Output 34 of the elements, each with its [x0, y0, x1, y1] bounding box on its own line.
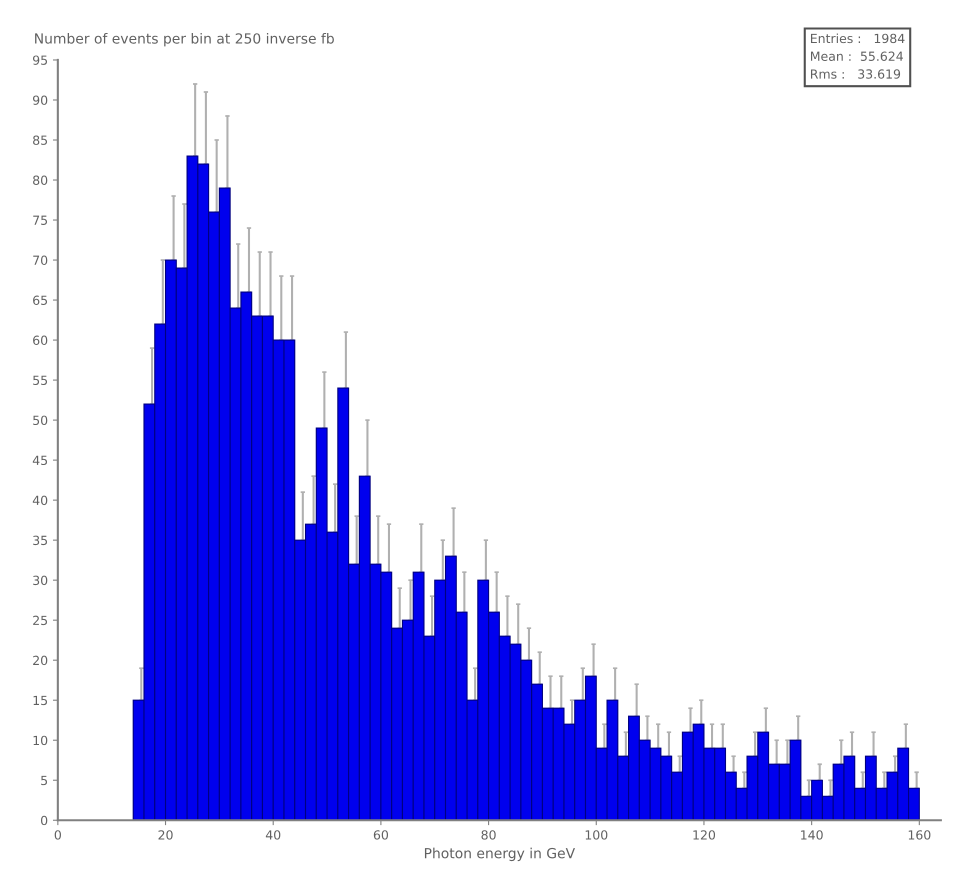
y-tick-label: 55 — [33, 376, 48, 386]
x-tick-label: 20 — [158, 830, 173, 840]
y-tick-label: 45 — [32, 456, 48, 466]
y-tick-label: 80 — [33, 175, 48, 185]
x-tick-label: 100 — [586, 830, 608, 840]
x-tick-label: 120 — [693, 830, 716, 840]
y-axis-title: Number of events per bin at 250 inverse fb — [35, 32, 334, 46]
annotation: Rms : 33.619 — [810, 69, 900, 79]
x-tick-label: 80 — [481, 830, 496, 840]
y-tick-label: 35 — [33, 536, 48, 546]
y-tick-label: 65 — [33, 296, 48, 305]
y-tick-label: 5 — [41, 776, 48, 786]
x-tick-label: 160 — [908, 830, 930, 840]
y-tick-label: 75 — [33, 216, 48, 225]
y-tick-label: 95 — [33, 55, 48, 65]
y-tick-label: 50 — [33, 416, 48, 426]
y-tick-label: 85 — [33, 135, 48, 145]
annotation: Mean : 55.624 — [810, 52, 903, 61]
y-tick-label: 90 — [33, 95, 48, 105]
y-tick-label: 60 — [33, 336, 48, 346]
y-tick-label: 10 — [34, 736, 48, 746]
y-tick-label: 30 — [33, 576, 48, 586]
y-tick-label: 25 — [33, 616, 48, 626]
x-tick-label: 140 — [801, 830, 823, 840]
y-tick-label: 40 — [32, 496, 48, 506]
x-tick-label: 60 — [374, 830, 388, 840]
text: Entries : 1984 — [810, 33, 905, 44]
y-tick-label: 70 — [33, 256, 48, 265]
x-tick-label: 40 — [266, 830, 280, 840]
x-axis-title: Photon energy in GeV — [424, 848, 576, 862]
y-tick-label: 15 — [34, 696, 48, 706]
y-tick-label: 20 — [33, 656, 48, 666]
x-tick-label: 0 — [54, 830, 61, 840]
y-tick-label: 0 — [40, 816, 48, 826]
